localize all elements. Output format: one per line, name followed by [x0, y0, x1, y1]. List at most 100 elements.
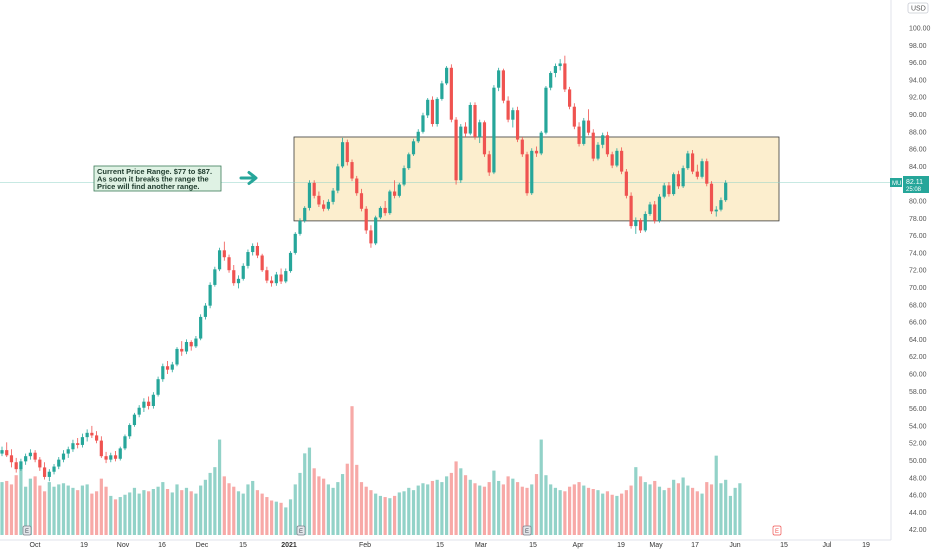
- candle-body[interactable]: [695, 171, 699, 177]
- candle-body[interactable]: [104, 456, 108, 460]
- candle-body[interactable]: [246, 252, 250, 266]
- candle-body[interactable]: [350, 162, 354, 179]
- candle-body[interactable]: [359, 193, 364, 209]
- candle-body[interactable]: [184, 341, 189, 352]
- candle-body[interactable]: [99, 440, 103, 457]
- candle-body[interactable]: [525, 154, 529, 194]
- candle-body[interactable]: [544, 87, 548, 133]
- candle-body[interactable]: [175, 348, 179, 365]
- candle-body[interactable]: [709, 183, 714, 212]
- candle-body[interactable]: [610, 154, 614, 166]
- candle-body[interactable]: [336, 166, 340, 191]
- candle-body[interactable]: [629, 195, 633, 227]
- candle-body[interactable]: [14, 462, 18, 470]
- candle-body[interactable]: [672, 174, 676, 195]
- candle-body[interactable]: [47, 471, 51, 477]
- candle-body[interactable]: [113, 455, 118, 459]
- candle-body[interactable]: [478, 122, 482, 137]
- candle-body[interactable]: [123, 436, 127, 449]
- candle-body[interactable]: [653, 204, 657, 221]
- candle-body[interactable]: [71, 443, 75, 450]
- candle-body[interactable]: [407, 154, 411, 169]
- candle-body[interactable]: [648, 204, 652, 214]
- candle-body[interactable]: [307, 182, 312, 208]
- candle-body[interactable]: [459, 126, 463, 181]
- candle-body[interactable]: [497, 70, 501, 88]
- candle-body[interactable]: [57, 459, 61, 467]
- candle-body[interactable]: [203, 305, 207, 317]
- candle-body[interactable]: [147, 401, 151, 407]
- candle-body[interactable]: [596, 144, 600, 159]
- candle-body[interactable]: [638, 220, 643, 231]
- candle-body[interactable]: [724, 182, 728, 201]
- candle-body[interactable]: [553, 66, 558, 73]
- candle-body[interactable]: [312, 182, 316, 196]
- candle-body[interactable]: [279, 274, 283, 282]
- candle-body[interactable]: [24, 456, 28, 462]
- candle-body[interactable]: [421, 115, 425, 132]
- candle-body[interactable]: [85, 432, 89, 438]
- candle-body[interactable]: [322, 204, 326, 209]
- candle-body[interactable]: [369, 230, 373, 244]
- candle-body[interactable]: [270, 280, 274, 284]
- candle-body[interactable]: [615, 150, 619, 166]
- candle-body[interactable]: [66, 449, 70, 454]
- candle-body[interactable]: [501, 70, 505, 101]
- candle-body[interactable]: [388, 191, 392, 214]
- candle-body[interactable]: [232, 270, 236, 284]
- candle-body[interactable]: [19, 461, 23, 470]
- candle-body[interactable]: [213, 269, 217, 285]
- candle-body[interactable]: [487, 154, 491, 173]
- candle-body[interactable]: [563, 63, 567, 90]
- earnings-marker[interactable]: [296, 525, 306, 536]
- candle-body[interactable]: [426, 99, 430, 116]
- candle-body[interactable]: [719, 200, 723, 210]
- candle-body[interactable]: [165, 366, 170, 370]
- candle-body[interactable]: [690, 153, 695, 172]
- candle-body[interactable]: [624, 171, 628, 196]
- candle-body[interactable]: [265, 270, 269, 281]
- candle-body[interactable]: [445, 67, 449, 84]
- candle-body[interactable]: [274, 274, 278, 284]
- candle-body[interactable]: [591, 132, 595, 159]
- candle-body[interactable]: [449, 67, 453, 120]
- candle-body[interactable]: [355, 178, 359, 194]
- candle-body[interactable]: [582, 120, 586, 144]
- candle-body[interactable]: [90, 432, 94, 436]
- candle-body[interactable]: [303, 207, 307, 221]
- candle-body[interactable]: [156, 379, 160, 395]
- candle-body[interactable]: [9, 455, 14, 463]
- candle-body[interactable]: [657, 196, 662, 221]
- candle-body[interactable]: [605, 135, 610, 155]
- candle-body[interactable]: [61, 453, 66, 460]
- earnings-marker[interactable]: [772, 525, 782, 536]
- candle-body[interactable]: [161, 366, 165, 380]
- candle-body[interactable]: [714, 209, 718, 212]
- candle-body[interactable]: [662, 185, 666, 197]
- candle-body[interactable]: [586, 120, 591, 133]
- candle-body[interactable]: [137, 407, 141, 415]
- candle-body[interactable]: [378, 207, 382, 218]
- candle-body[interactable]: [317, 195, 321, 205]
- candle-body[interactable]: [539, 132, 543, 154]
- candle-body[interactable]: [0, 450, 4, 454]
- currency-badge[interactable]: [907, 2, 929, 14]
- candle-body[interactable]: [142, 401, 146, 408]
- candle-body[interactable]: [568, 89, 572, 107]
- candle-body[interactable]: [440, 83, 444, 99]
- candle-body[interactable]: [189, 341, 193, 347]
- candle-body[interactable]: [298, 220, 302, 234]
- earnings-marker[interactable]: [22, 525, 32, 536]
- candle-body[interactable]: [340, 142, 345, 167]
- candle-body[interactable]: [463, 126, 468, 134]
- candle-body[interactable]: [468, 104, 472, 134]
- annotation-box[interactable]: [93, 165, 222, 192]
- candle-body[interactable]: [515, 110, 520, 140]
- candle-body[interactable]: [227, 257, 231, 271]
- candle-body[interactable]: [577, 126, 581, 144]
- candle-body[interactable]: [374, 217, 378, 244]
- candle-body[interactable]: [241, 265, 245, 279]
- candle-body[interactable]: [549, 72, 553, 88]
- candle-body[interactable]: [620, 150, 624, 172]
